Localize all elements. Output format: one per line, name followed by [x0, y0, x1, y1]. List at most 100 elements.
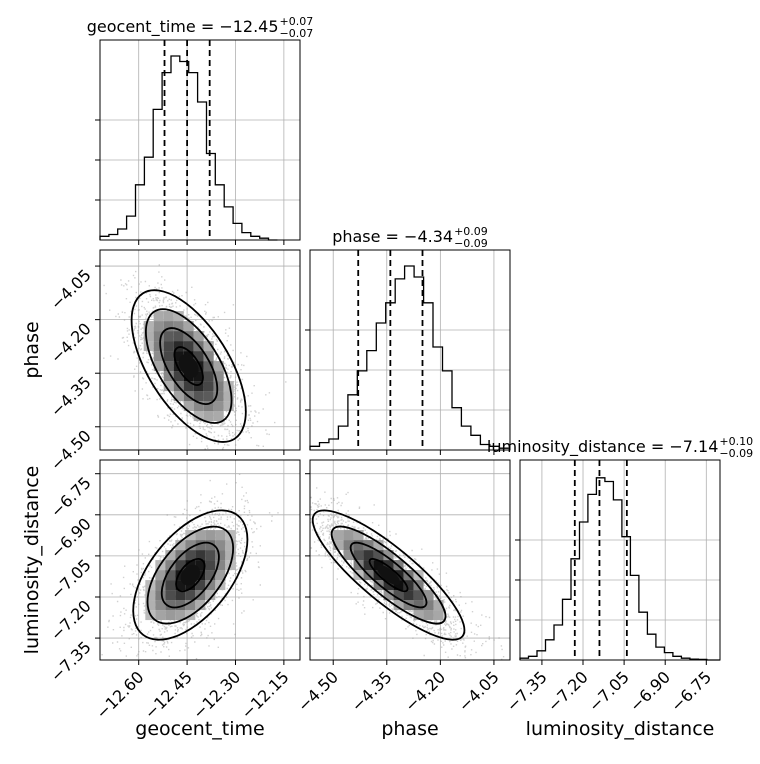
contour-level-2 — [144, 308, 233, 424]
histogram-steps-geocent_time — [99, 55, 278, 241]
histogram-panel-geocent_time: geocent_time = −12.45 +0.07−0.07 — [87, 15, 314, 245]
density-bin — [185, 550, 196, 561]
density-bin — [143, 341, 154, 352]
density-bin — [353, 550, 364, 561]
density-bin — [333, 540, 344, 551]
y-tick-label-phase-0: −4.05 — [47, 265, 95, 313]
density-bin — [153, 311, 164, 322]
y-tick-label-lumdist-2: −7.05 — [47, 555, 95, 603]
density-bin — [205, 530, 216, 541]
density-bin — [195, 530, 206, 541]
density-peak — [178, 354, 199, 378]
density-bin — [203, 411, 214, 422]
density-bin — [155, 600, 166, 611]
density-bin — [165, 610, 176, 621]
title-minus-phase: −0.09 — [454, 237, 488, 250]
density-peak — [180, 564, 201, 586]
density-bin — [383, 560, 394, 571]
density-bin — [153, 341, 164, 352]
y-axis-label-luminosity-distance: luminosity_distance — [21, 466, 43, 655]
panel-title-luminosity_distance: luminosity_distance = −7.14 +0.10−0.09 — [487, 435, 753, 460]
density-bin — [175, 540, 186, 551]
density-bin — [213, 401, 224, 412]
density-bin — [155, 580, 166, 591]
density-bin — [213, 371, 224, 382]
scatter-points — [310, 487, 505, 660]
density-bin — [203, 381, 214, 392]
density-bin — [195, 540, 206, 551]
density-bin — [343, 540, 354, 551]
density-bin — [143, 321, 154, 332]
density-bin — [193, 331, 204, 342]
panel-content — [310, 487, 505, 660]
density-bin — [173, 321, 184, 332]
title-name-phase: phase — [332, 227, 380, 246]
density-bin — [195, 600, 206, 611]
scatter-panel-geocent_time-luminosity_distance — [95, 459, 301, 665]
y-tick-label-phase-1: −4.20 — [47, 319, 95, 367]
title-name-geocent_time: geocent_time — [87, 17, 196, 37]
panel-content — [103, 264, 287, 450]
histogram-panel-phase: phase = −4.34 +0.09−0.09 — [305, 225, 511, 455]
density-bin — [185, 560, 196, 571]
x-tick-label-luminosity_distance-1: −7.20 — [544, 667, 592, 715]
density-bin — [163, 321, 174, 332]
panel-frame-luminosity_distance — [519, 459, 721, 661]
density-bin — [185, 590, 196, 601]
contour-level-1 — [159, 327, 219, 405]
title-main-luminosity_distance: luminosity_distance = −7.14 — [487, 437, 718, 457]
density-bin — [203, 351, 214, 362]
density-bin — [153, 351, 164, 362]
title-equals-phase: = — [380, 227, 404, 246]
density-bin — [173, 331, 184, 342]
density-bin — [213, 391, 224, 402]
density-bin — [393, 580, 404, 591]
contour-level-0 — [173, 346, 204, 386]
density-bin — [433, 600, 444, 611]
y-tick-label-phase-3: −4.50 — [47, 426, 95, 474]
contour-level-2 — [146, 525, 235, 625]
title-median-phase: −4.34 — [404, 227, 453, 246]
density-bin — [205, 540, 216, 551]
density-bin — [173, 341, 184, 352]
contour-level-1 — [160, 541, 220, 609]
title-minus-geocent_time: −0.07 — [280, 27, 314, 40]
density-bin — [423, 610, 434, 621]
x-axis-label-luminosity_distance: luminosity_distance — [526, 718, 715, 740]
density-bin — [423, 600, 434, 611]
density-bin — [195, 560, 206, 571]
density-bin — [373, 540, 384, 551]
y-tick-label-lumdist-1: −6.90 — [47, 514, 95, 562]
density-bin — [413, 610, 424, 621]
density-bin — [165, 590, 176, 601]
contour-level-0 — [368, 558, 409, 593]
density-bin — [163, 351, 174, 362]
y-tick-label-lumdist-4: −7.35 — [47, 637, 95, 685]
density-bin — [363, 540, 374, 551]
x-tick-label-phase-1: −4.35 — [348, 667, 396, 715]
x-tick-label-geocent_time-1: −12.45 — [141, 667, 196, 722]
contour-level-3 — [130, 289, 247, 443]
density-bin — [153, 361, 164, 372]
y-tick-label-lumdist-3: −7.20 — [47, 596, 95, 644]
x-axis-label-phase: phase — [381, 718, 438, 740]
density-bin — [343, 550, 354, 561]
x-tick-label-geocent_time-2: −12.30 — [189, 667, 244, 722]
density-bin — [173, 371, 184, 382]
density-bin — [195, 570, 206, 581]
density-bin — [153, 321, 164, 332]
title-median-luminosity_distance: −7.14 — [669, 437, 718, 456]
density-bin — [203, 361, 214, 372]
density-bin — [383, 590, 394, 601]
density-bin — [155, 590, 166, 601]
density-bin — [163, 341, 174, 352]
density-bin — [175, 570, 186, 581]
density-bin — [373, 550, 384, 561]
density-bin — [175, 580, 186, 591]
density-bin — [175, 610, 186, 621]
contour-level-0 — [175, 558, 206, 593]
x-axis-label-geocent_time: geocent_time — [135, 718, 264, 740]
contour-level-2 — [330, 525, 447, 625]
density-bin — [143, 331, 154, 342]
